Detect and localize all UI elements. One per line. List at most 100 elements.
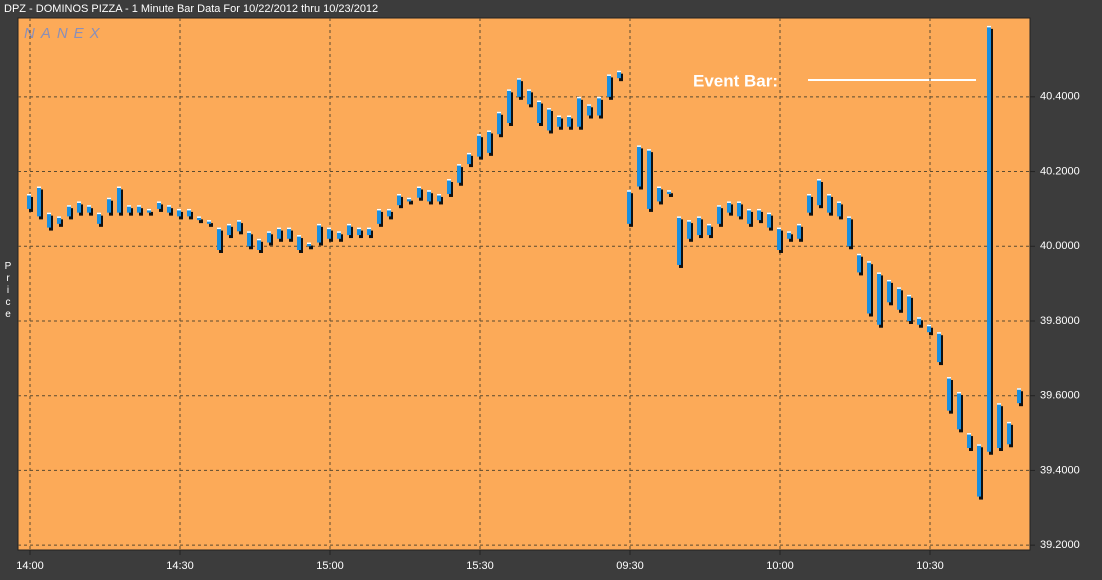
bar-shadow (209, 223, 213, 227)
bar (527, 89, 531, 105)
bar (987, 25, 991, 452)
bar (507, 89, 511, 123)
bar (927, 324, 931, 333)
bar-tip (447, 179, 451, 181)
bar-tip (587, 104, 591, 106)
bar (327, 227, 331, 239)
y-tick-label: 39.2000 (1040, 539, 1080, 551)
x-tick-label: 15:30 (466, 560, 494, 572)
bar (37, 186, 41, 217)
bar (957, 391, 961, 430)
bar-tip (837, 201, 841, 203)
bar-tip (47, 212, 51, 215)
bar-tip (107, 197, 111, 200)
bar-tip (457, 164, 461, 166)
bar (747, 208, 751, 224)
bar-tip (727, 201, 731, 203)
bar-tip (787, 231, 791, 233)
bar-tip (1007, 421, 1011, 424)
annotation: Event Bar: (693, 71, 778, 90)
bar-tip (437, 193, 441, 196)
bar (627, 190, 631, 224)
bar (607, 74, 611, 97)
bar-tip (567, 115, 571, 118)
bar (207, 220, 211, 224)
bar (377, 208, 381, 224)
bar-tip (317, 223, 321, 226)
bar-tip (407, 197, 411, 200)
bar (177, 208, 181, 217)
bar-tip (487, 130, 491, 132)
bar (797, 223, 801, 239)
bar (187, 208, 191, 217)
bar (817, 179, 821, 206)
y-tick-label: 39.4000 (1040, 464, 1080, 476)
bar-shadow (149, 211, 153, 216)
bar (547, 108, 551, 131)
bar-tip (657, 186, 661, 188)
bar (47, 212, 51, 228)
bar (397, 193, 401, 206)
bar-tip (667, 190, 671, 192)
bar (157, 201, 161, 209)
bar-tip (387, 208, 391, 211)
bar (717, 205, 721, 224)
bar-tip (757, 208, 761, 211)
bar (617, 70, 621, 79)
bar (687, 220, 691, 239)
bar (447, 179, 451, 194)
x-tick-label: 14:00 (16, 560, 44, 572)
bar (657, 186, 661, 202)
bar (1017, 388, 1021, 404)
bar (277, 227, 281, 239)
bar-tip (597, 96, 601, 99)
bar (167, 205, 171, 213)
bar-tip (167, 205, 171, 207)
bar-tip (237, 220, 241, 222)
bar-tip (327, 227, 331, 230)
x-tick-label: 14:30 (166, 560, 194, 572)
bar-tip (97, 212, 101, 215)
y-tick-label: 40.4000 (1040, 91, 1080, 103)
bar (357, 227, 361, 236)
bar (147, 208, 151, 213)
bar (897, 287, 901, 310)
bar-tip (997, 403, 1001, 405)
bar-tip (277, 227, 281, 230)
bar-tip (777, 227, 781, 230)
bar-tip (227, 223, 231, 226)
bar (667, 190, 671, 194)
bar-tip (717, 205, 721, 207)
bar (697, 216, 701, 236)
bar-tip (497, 111, 501, 114)
bar (867, 261, 871, 314)
bar (787, 231, 791, 239)
bar-tip (627, 190, 631, 192)
bar (197, 216, 201, 221)
bar (287, 227, 291, 239)
bar (297, 235, 301, 251)
bar-tip (287, 227, 291, 230)
bar-tip (417, 186, 421, 188)
bar (237, 220, 241, 232)
bar (827, 193, 831, 213)
bar (647, 149, 651, 209)
bar (217, 227, 221, 251)
bar (257, 238, 261, 251)
bar-shadow (199, 219, 203, 224)
x-tick-label: 09:30 (616, 560, 644, 572)
bar (127, 205, 131, 213)
bar-tip (347, 223, 351, 226)
bar (247, 231, 251, 247)
bar-tip (547, 108, 551, 110)
bar (67, 205, 71, 217)
bar-tip (527, 89, 531, 91)
bar (977, 444, 981, 497)
bar-tip (847, 216, 851, 218)
bar-tip (707, 223, 711, 226)
bar-tip (267, 231, 271, 233)
bar (107, 197, 111, 213)
bar (907, 294, 911, 321)
bar (457, 164, 461, 183)
